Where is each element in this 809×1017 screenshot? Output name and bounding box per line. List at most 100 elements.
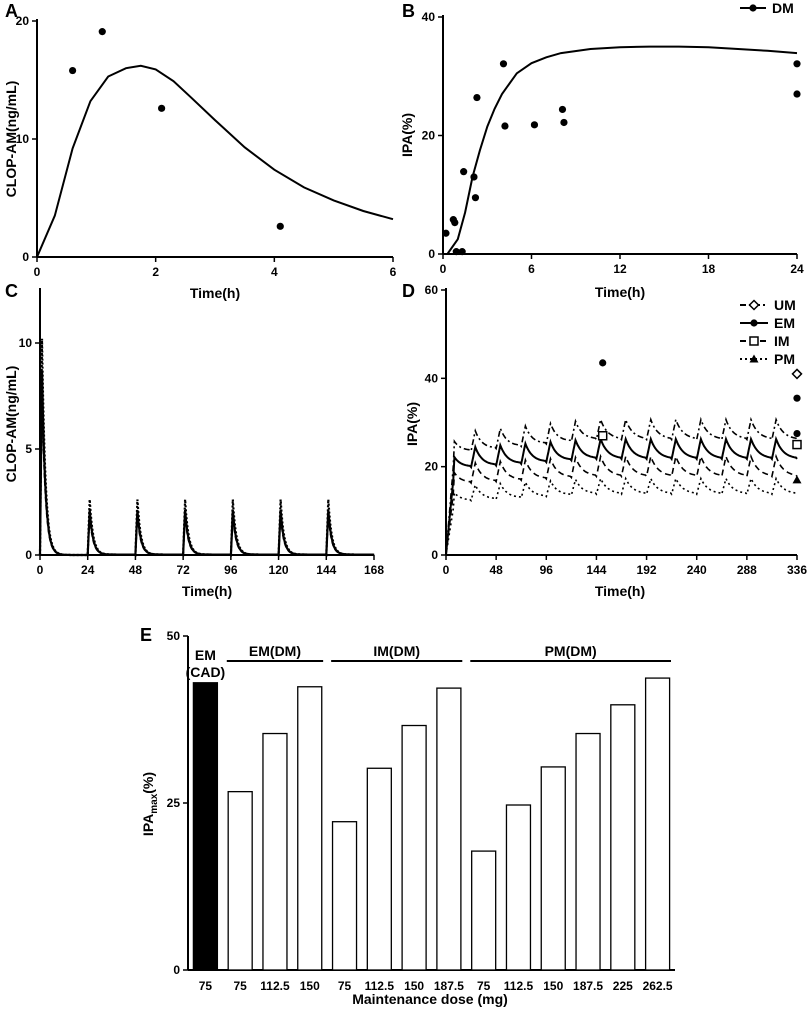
panel-d-pm-curve: [445, 476, 798, 556]
panel-e-reference-sublabel: (CAD): [186, 664, 226, 680]
panel-c-x-tick-label: 0: [37, 563, 44, 577]
panel-c-x-tick-label: 144: [316, 563, 336, 577]
panel-b-legend-marker: [749, 4, 757, 12]
panel-b-observed-point: [442, 229, 450, 237]
panel-c-y-tick-label: 0: [25, 548, 32, 562]
panel-e-x-tick-label: 112.5: [504, 979, 534, 993]
panel-d-em-curve: [445, 435, 798, 556]
panel-c-x-tick-label: 120: [269, 563, 289, 577]
panel-e-bar: [471, 850, 497, 971]
panel-e-x-tick-label: 187.5: [573, 979, 603, 993]
panel-b-y-tick-label: 0: [428, 247, 435, 261]
panel-e-bar: [644, 677, 671, 971]
panel-e-bar: [575, 732, 601, 971]
panel-b-observed-point: [499, 60, 508, 68]
panel-d-legend-label-um: UM: [774, 297, 796, 313]
panel-e-bar: [192, 682, 219, 971]
panel-e-group-label: EM(DM): [249, 643, 301, 659]
panel-e-x-tick-label: 150: [404, 979, 424, 993]
panel-e-bar: [331, 821, 358, 971]
panel-b-observed-point: [793, 90, 801, 98]
panel-e-x-tick-label: 75: [338, 979, 352, 993]
panel-d-letter: D: [402, 281, 415, 301]
panel-b-letter: B: [402, 1, 415, 21]
panel-a-y-tick-label: 0: [22, 250, 29, 264]
panel-c-x-axis-title: Time(h): [182, 583, 232, 599]
panel-d-x-tick-label: 0: [443, 563, 450, 577]
panel-b-observed-point: [530, 121, 539, 129]
panel-a-observed-point: [98, 28, 106, 36]
panel-b-observed-point: [793, 60, 801, 68]
panel-b-observed-point: [473, 93, 481, 102]
panel-d-x-tick-label: 240: [687, 563, 707, 577]
panel-d-x-tick-label: 336: [787, 563, 807, 577]
panel-e-y-axis-title: IPAmax(%): [140, 772, 160, 836]
panel-e-bar: [610, 704, 636, 971]
panel-c-y-tick-label: 5: [25, 442, 32, 456]
panel-c-series-lower-peak: [39, 393, 375, 557]
panel-d-legend-marker-im: [749, 336, 759, 346]
panel-b-observed-point: [458, 248, 466, 256]
panel-b-y-tick-label: 40: [422, 10, 436, 24]
panel-a-model-curve: [36, 64, 394, 258]
panel-d-pm-observed-point: [792, 475, 802, 484]
panel-a-x-tick-label: 4: [271, 265, 278, 279]
panel-e-reference-label: EM: [195, 647, 216, 663]
panel-e-x-tick-label: 187.5: [434, 979, 464, 993]
panel-e-y-title-main: IPA: [140, 814, 156, 836]
panel-e-y-title-sub: max: [149, 793, 160, 813]
panel-c-letter: C: [5, 281, 18, 301]
panel-b-y-tick-label: 20: [422, 129, 436, 143]
panel-d-em-observed-point: [793, 429, 801, 438]
panel-b-observed-point: [460, 168, 468, 176]
panel-c-x-tick-label: 96: [224, 563, 238, 577]
panel-d-legend-marker-pm: [749, 354, 759, 363]
panel-c-x-tick-label: 168: [364, 563, 384, 577]
panel-d-im-observed-point: [792, 439, 802, 450]
panel-b-x-tick-label: 18: [702, 262, 716, 276]
panel-a-x-tick-label: 0: [34, 265, 41, 279]
panel-a-x-axis-title: Time(h): [190, 285, 240, 301]
panel-b-observed-point: [501, 122, 509, 130]
panel-e-letter: E: [140, 625, 152, 645]
panel-d-x-tick-label: 192: [637, 563, 657, 577]
panel-d-im-observed-point: [597, 431, 608, 441]
panel-b-y-axis-title: IPA(%): [399, 113, 415, 157]
panel-d-y-tick-label: 20: [425, 460, 439, 474]
panel-e-bar: [297, 686, 323, 971]
panel-e-bar: [505, 804, 532, 971]
panel-a-y-axis-title: CLOP-AM(ng/mL): [3, 81, 19, 198]
panel-d-x-tick-label: 144: [586, 563, 606, 577]
panel-b-observed-point: [471, 194, 480, 202]
panel-d-um-curve: [445, 416, 798, 556]
panel-e-bar: [436, 687, 462, 971]
panel-e-group-label: PM(DM): [545, 643, 597, 659]
panel-e-y-tick-label: 50: [167, 629, 181, 643]
panel-b-observed-point: [560, 118, 568, 127]
panel-e-group-label: IM(DM): [373, 643, 420, 659]
panel-d-legend-marker-um: [748, 299, 760, 311]
panel-e-x-tick-label: 112.5: [260, 979, 290, 993]
panel-b-dm-curve: [446, 45, 798, 255]
panel-a-x-tick-label: 2: [152, 265, 159, 279]
panel-e-x-tick-label: 150: [300, 979, 320, 993]
panel-e-y-title-suffix: (%): [140, 772, 156, 794]
panel-b-observed-point: [451, 218, 459, 227]
panel-d-y-tick-label: 0: [431, 548, 438, 562]
panel-d-um-observed-point: [791, 368, 803, 380]
panel-a-letter: A: [5, 1, 18, 21]
panel-b-legend-label: DM: [772, 0, 794, 16]
panel-b-observed-point: [452, 248, 460, 256]
panel-e-bar: [227, 790, 253, 971]
panel-a-x-tick-label: 6: [390, 265, 397, 279]
panel-c-y-tick-label: 10: [19, 336, 33, 350]
panel-b-x-axis-title: Time(h): [595, 284, 645, 300]
panel-d-im-curve: [445, 453, 798, 556]
panel-d-legend-label-em: EM: [774, 315, 795, 331]
panel-d-x-tick-label: 96: [540, 563, 554, 577]
panel-d-y-axis-title: IPA(%): [404, 402, 420, 446]
panel-e-x-axis-title: Maintenance dose (mg): [352, 991, 508, 1007]
panel-d-em-observed-point: [793, 394, 801, 402]
panel-e-bar: [401, 724, 427, 971]
